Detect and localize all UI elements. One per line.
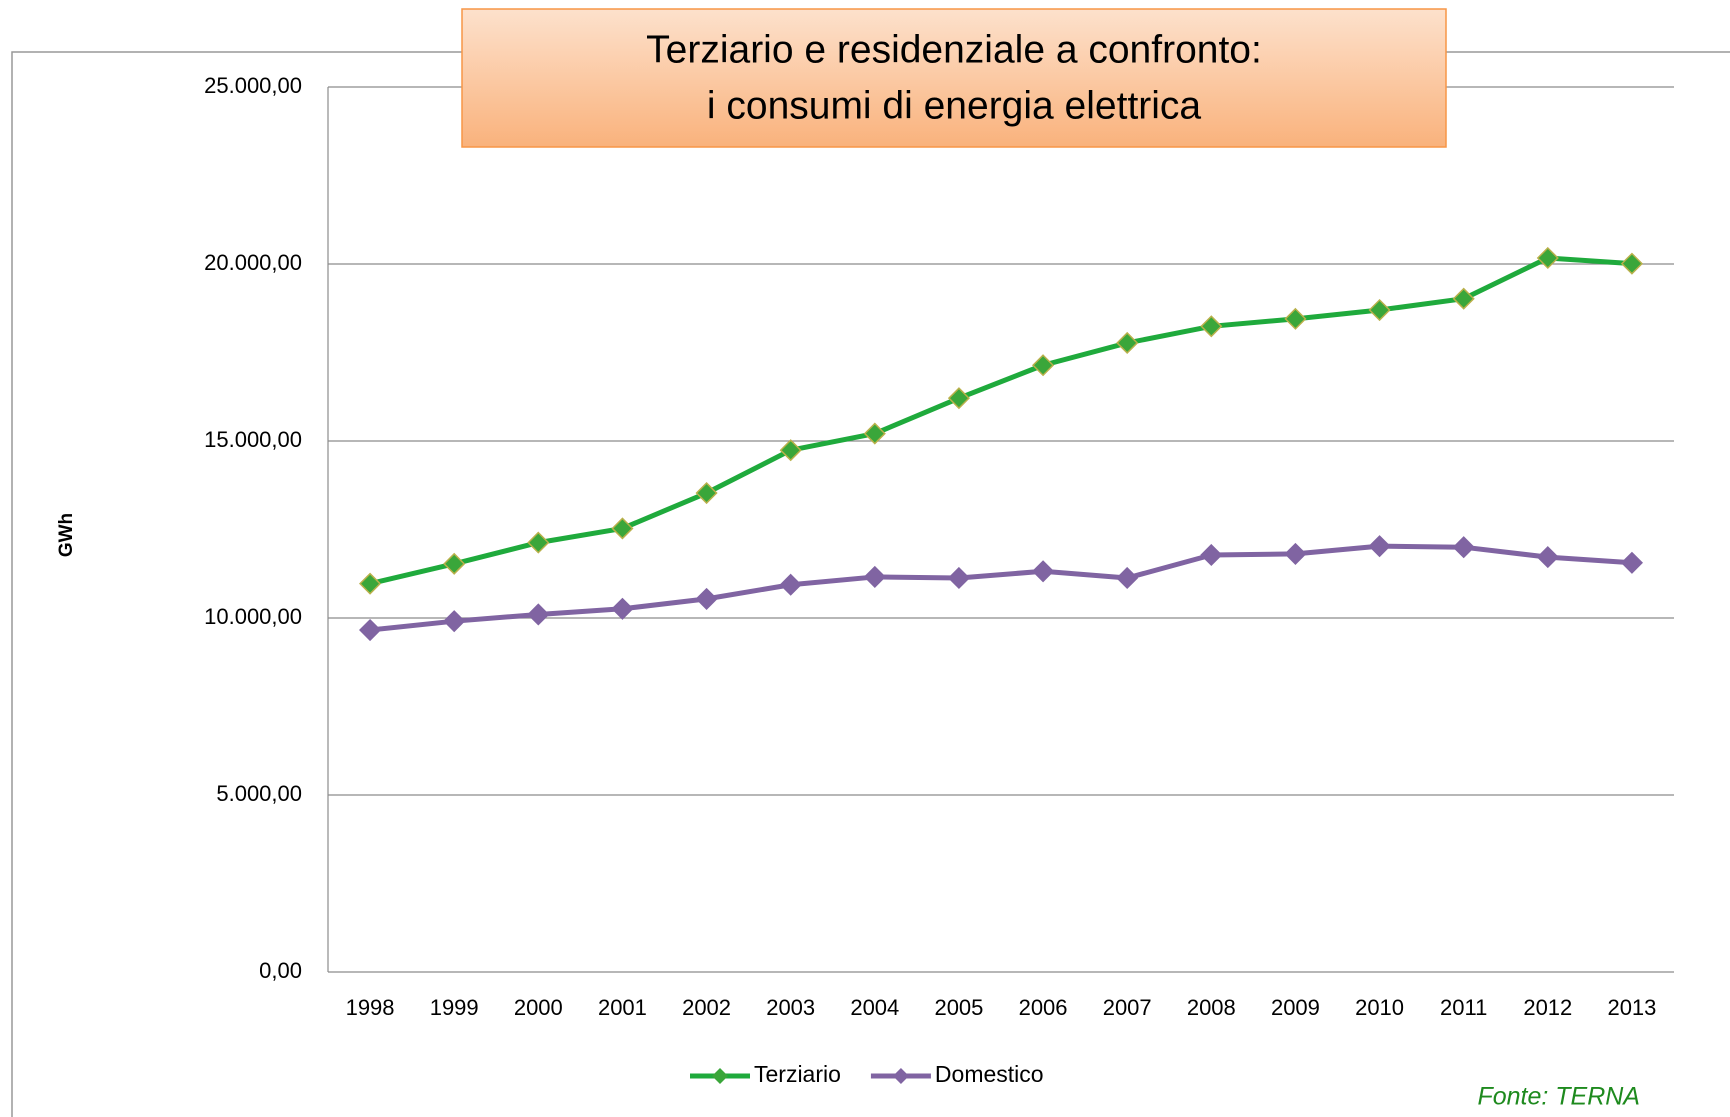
marker — [611, 517, 634, 540]
x-tick-label: 1998 — [346, 995, 395, 1020]
marker — [443, 610, 466, 633]
x-tick-label: 2011 — [1440, 995, 1487, 1020]
marker — [779, 573, 802, 596]
marker — [1284, 542, 1307, 565]
marker — [695, 587, 718, 610]
x-tick-label: 2009 — [1271, 995, 1320, 1020]
legend-marker — [892, 1068, 909, 1084]
x-tick-label: 2005 — [934, 995, 983, 1020]
marker — [863, 422, 886, 445]
x-tick-label: 2013 — [1607, 995, 1656, 1020]
series-line — [369, 543, 1633, 633]
marker — [1536, 246, 1559, 270]
marker — [1200, 315, 1223, 338]
marker — [1116, 566, 1139, 590]
x-tick-label: 2002 — [682, 995, 731, 1020]
legend-label: Terziario — [754, 1061, 841, 1087]
x-tick-label: 2012 — [1523, 995, 1572, 1020]
marker — [1452, 287, 1475, 310]
marker — [1620, 551, 1644, 574]
marker — [947, 566, 970, 590]
x-tick-label: 2008 — [1187, 995, 1236, 1020]
y-tick-label: 0,00 — [259, 958, 302, 983]
chart-title: i consumi di energia elettrica — [707, 84, 1202, 127]
title-box: Terziario e residenziale a confronto: i c… — [461, 8, 1447, 148]
marker — [1620, 252, 1644, 275]
y-tick-label: 5.000,00 — [216, 781, 302, 806]
marker — [1284, 307, 1307, 330]
y-tick-label: 10.000,00 — [204, 604, 302, 629]
marker — [359, 618, 382, 642]
marker — [1031, 560, 1055, 583]
title-background — [461, 8, 1447, 148]
x-tick-label: 2000 — [514, 995, 563, 1020]
legend-marker — [712, 1068, 728, 1084]
marker — [1200, 543, 1223, 567]
marker — [1368, 298, 1391, 322]
marker — [1116, 331, 1139, 355]
marker — [1031, 354, 1055, 377]
marker — [779, 439, 802, 462]
x-tick-label: 2001 — [598, 995, 647, 1020]
marker — [527, 603, 550, 626]
marker — [443, 552, 466, 575]
series-line — [369, 255, 1633, 587]
source-note: Fonte: TERNA — [1477, 1083, 1640, 1111]
y-tick-label: 20.000,00 — [204, 250, 302, 275]
marker — [695, 481, 718, 505]
x-tick-label: 2004 — [850, 995, 899, 1020]
x-tick-label: 2010 — [1355, 995, 1404, 1020]
y-tick-label: 25.000,00 — [204, 73, 302, 98]
x-tick-label: 2007 — [1103, 995, 1152, 1020]
chart-title: Terziario e residenziale a confronto: — [646, 28, 1262, 71]
marker — [863, 565, 886, 588]
x-tick-label: 1999 — [430, 995, 479, 1020]
y-tick-label: 15.000,00 — [204, 427, 302, 452]
marker — [1452, 536, 1475, 559]
y-axis-label: GWh — [56, 513, 77, 557]
marker — [947, 387, 970, 410]
marker — [611, 597, 634, 620]
legend-label: Domestico — [935, 1061, 1044, 1087]
x-tick-label: 2003 — [766, 995, 815, 1020]
marker — [1368, 535, 1391, 558]
x-tick-label: 2006 — [1019, 995, 1068, 1020]
marker — [1536, 546, 1559, 569]
marker — [527, 531, 550, 554]
marker — [359, 572, 382, 595]
